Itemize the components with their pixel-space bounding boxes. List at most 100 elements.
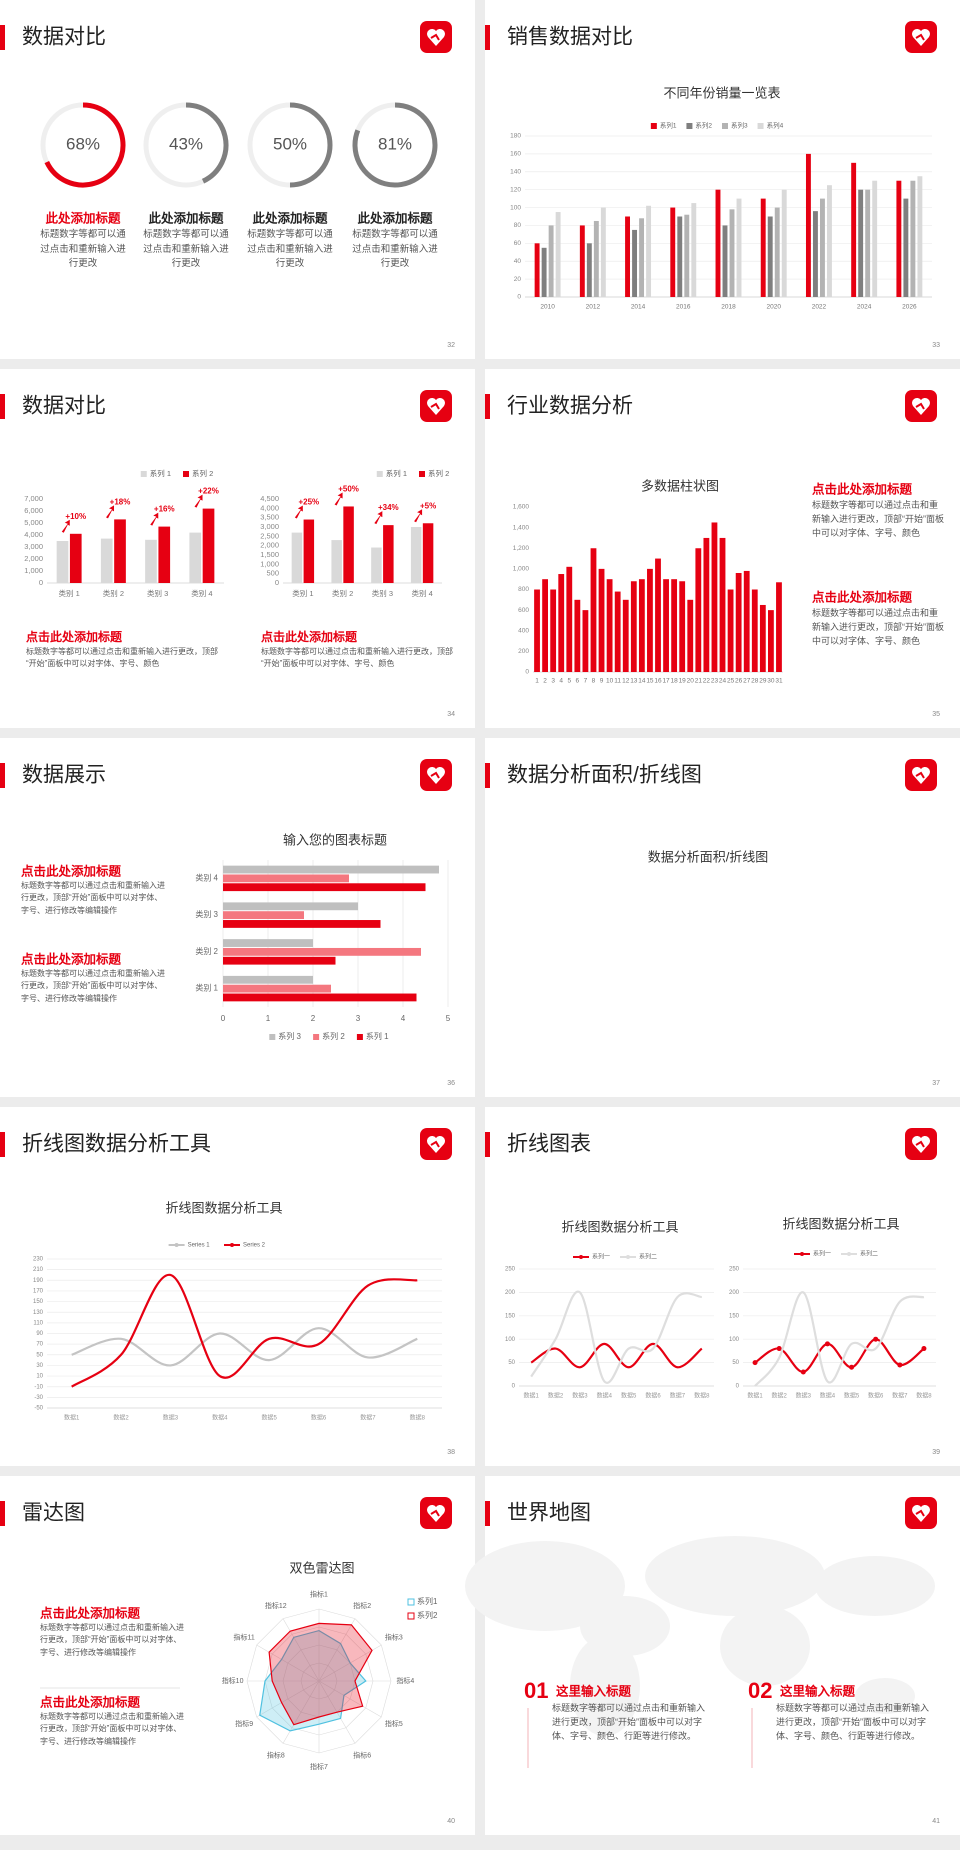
legend-label: 系列2 (417, 1610, 438, 1620)
page-number: 40 (447, 1818, 455, 1825)
slide-background (0, 1476, 475, 1835)
y-tick-label: 100 (505, 1337, 516, 1343)
y-tick-label: 1,600 (513, 504, 530, 511)
y-tick-label: 类别 3 (195, 909, 218, 919)
point (849, 1364, 855, 1370)
y-tick-label: 类别 1 (195, 983, 218, 993)
page-number: 39 (932, 1449, 940, 1456)
item-heading: 点击此处添加标题 (40, 1694, 141, 1709)
slide: 数据对比 32 68% 43% 50% 81% 此处添加标题标题数字等都可以通过点击和重新输… (0, 0, 475, 359)
x-tick-label: 类别 2 (103, 588, 124, 598)
legend-label: 系列4 (767, 121, 784, 130)
annotation: +25% (298, 498, 319, 507)
x-tick-label: 17 (662, 678, 670, 685)
x-tick-label: 16 (654, 678, 662, 685)
bar (872, 180, 878, 297)
y-tick-label: 3,000 (260, 522, 279, 531)
bar (663, 579, 669, 672)
legend-swatch (407, 1598, 415, 1606)
item-body: 标题数字等都可以通过点击和重新输入进行更改 (352, 229, 438, 270)
legend-swatch (722, 123, 728, 129)
bar (759, 604, 766, 672)
bar (614, 591, 621, 672)
slide: 行业数据分析35多数据柱状图02004006008001,0001,2001,4… (485, 369, 960, 728)
item-body: 标题数字等都可以通过点击和重新输入进行更改，顶部“开始”面板中可以对字体、字号、… (40, 1623, 184, 1657)
y-tick-label: 30 (36, 1363, 43, 1369)
bar (223, 947, 421, 956)
y-tick-label: -30 (34, 1395, 43, 1401)
bar (655, 558, 661, 672)
donut-label: 68% (66, 134, 100, 153)
y-tick-label: 类别 2 (195, 946, 218, 956)
page-number: 32 (447, 342, 455, 349)
item-heading: 此处添加标题 (148, 210, 224, 225)
item-body-box: 标题数字等都可以通过点击和重新输入进行更改 (143, 229, 229, 269)
bar (114, 519, 126, 583)
annotation-arrow (150, 512, 159, 526)
annotation-arrow (374, 511, 383, 525)
y-tick-label: 10 (36, 1374, 43, 1380)
bar (622, 599, 629, 672)
bar (625, 216, 630, 297)
y-tick-label: 100 (729, 1337, 740, 1343)
logo-mark (430, 771, 440, 779)
y-tick-label: 50 (732, 1360, 739, 1366)
bar (555, 212, 561, 297)
x-tick-label: 数据3 (572, 1392, 588, 1400)
annotation: +18% (110, 498, 131, 507)
slide-title: 世界地图 (507, 1502, 591, 1525)
slide-background (485, 1107, 960, 1466)
radar-spoke (282, 1680, 320, 1744)
item-body: 标题数字等都可以通过点击和重新输入进行更改，顶部“开始”面板中可以对字体、字号、… (21, 969, 165, 1003)
legend-swatch (269, 1034, 276, 1040)
bar (751, 589, 758, 672)
chart-title: 输入您的图表标题 (283, 832, 387, 847)
bar (638, 579, 645, 672)
y-tick-label: 150 (33, 1299, 44, 1305)
point (776, 1346, 782, 1352)
bar (632, 229, 638, 297)
bar (422, 523, 434, 583)
x-tick-label: 5 (446, 1014, 451, 1023)
title-accent (0, 25, 5, 50)
point (873, 1336, 879, 1342)
y-tick-label: 50 (36, 1352, 43, 1358)
annotation: +50% (338, 485, 359, 494)
bar (774, 207, 780, 297)
bar (630, 581, 637, 672)
x-tick-label: 4 (559, 678, 563, 685)
y-tick-label: 210 (33, 1267, 44, 1273)
radar-spoke (256, 1680, 320, 1718)
slide: 折线图表 39 折线图数据分析工具 0 50 100 150 200 250 数据1 数据2 数据3 数… (485, 1107, 960, 1466)
bar (917, 176, 923, 297)
bar (223, 956, 336, 965)
y-tick-label: 100 (510, 204, 521, 211)
bar (223, 883, 426, 892)
annotation: +34% (378, 503, 399, 512)
bar (371, 547, 382, 583)
logo-mark (915, 33, 925, 41)
bar (223, 874, 349, 883)
x-tick-label: 数据5 (844, 1392, 860, 1400)
map-shape (570, 1636, 640, 1736)
y-tick-label: 40 (514, 258, 522, 265)
y-tick-label: 0 (39, 578, 43, 587)
item-body-box: 标题数字等都可以通过点击和重新输入进行更改，顶部“开始”面板中可以对字体、字号、… (21, 881, 165, 915)
item-heading: 点击此处添加标题 (812, 481, 913, 496)
x-tick-label: 数据2 (548, 1392, 564, 1400)
chart-title: 不同年份销量一览表 (663, 85, 780, 100)
y-tick-label: 5,000 (24, 518, 43, 527)
item-heading: 点击此处添加标题 (21, 863, 122, 878)
bar (760, 198, 766, 297)
logo-mark (427, 767, 445, 784)
slide-title: 雷达图 (22, 1502, 85, 1525)
y-tick-label: 4,500 (260, 494, 279, 503)
title-accent (0, 763, 5, 788)
bar (202, 508, 215, 583)
y-tick-label: 80 (514, 222, 522, 229)
title-accent (0, 1501, 5, 1526)
item-body-box: 标题数字等都可以通过点击和重新输入进行更改，顶部“开始”面板中可以对字体、字号、… (26, 647, 218, 668)
y-tick-label: 2,000 (24, 554, 43, 563)
